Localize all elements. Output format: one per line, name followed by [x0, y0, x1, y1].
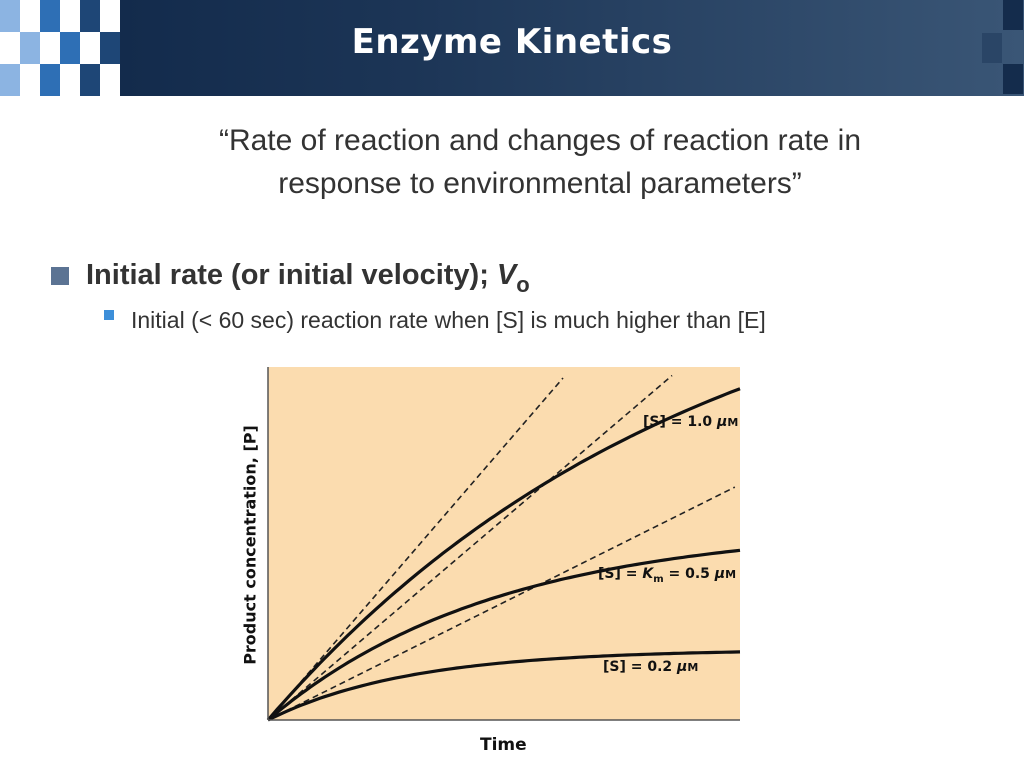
tangent-line-2 — [267, 486, 736, 721]
bullet-text: Initial rate (or initial velocity); — [86, 259, 497, 291]
velocity-subscript: o — [516, 272, 530, 297]
tangent-line-1 — [267, 374, 673, 721]
checker-decoration — [0, 0, 120, 96]
checker-cell — [100, 32, 120, 64]
series-label-1-0: [S] = 1.0 μM — [643, 414, 739, 430]
checker-cell — [60, 32, 80, 64]
quote: “Rate of reaction and changes of reactio… — [140, 119, 940, 205]
title-bar: Enzyme Kinetics — [0, 0, 1024, 96]
velocity-symbol: V — [496, 259, 517, 291]
sub-bullet-square-icon — [104, 310, 114, 320]
bullet-square-icon — [51, 267, 69, 285]
slide-title: Enzyme Kinetics — [351, 22, 673, 62]
x-axis-label: Time — [480, 735, 527, 755]
quote-line: response to environmental parameters” — [278, 167, 802, 200]
quote-line: “Rate of reaction and changes of reactio… — [218, 124, 862, 157]
bullet-initial-rate: Initial rate (or initial velocity); Vo — [86, 259, 530, 298]
series-curve-1 — [266, 548, 741, 722]
checker-cell — [80, 64, 100, 96]
y-axis-label: Product concentration, [P] — [240, 425, 260, 665]
checker-cell — [0, 64, 20, 96]
series-curve-2 — [267, 650, 741, 722]
plot-background — [268, 367, 740, 720]
checker-cell — [20, 32, 40, 64]
sub-bullet-text: Initial (< 60 sec) reaction rate when [S… — [131, 307, 766, 333]
series-label-0-2: [S] = 0.2 μM — [603, 659, 699, 675]
series-label-km: [S] = Km = 0.5 μM — [598, 566, 737, 585]
checker-cell — [40, 0, 60, 32]
corner-block — [982, 33, 1002, 63]
checker-cell — [80, 0, 100, 32]
series-curve-0 — [266, 387, 741, 722]
corner-block — [1003, 64, 1023, 94]
corner-block — [1003, 0, 1023, 30]
checker-cell — [0, 0, 20, 32]
tangent-line-0 — [267, 377, 564, 721]
checker-cell — [40, 64, 60, 96]
